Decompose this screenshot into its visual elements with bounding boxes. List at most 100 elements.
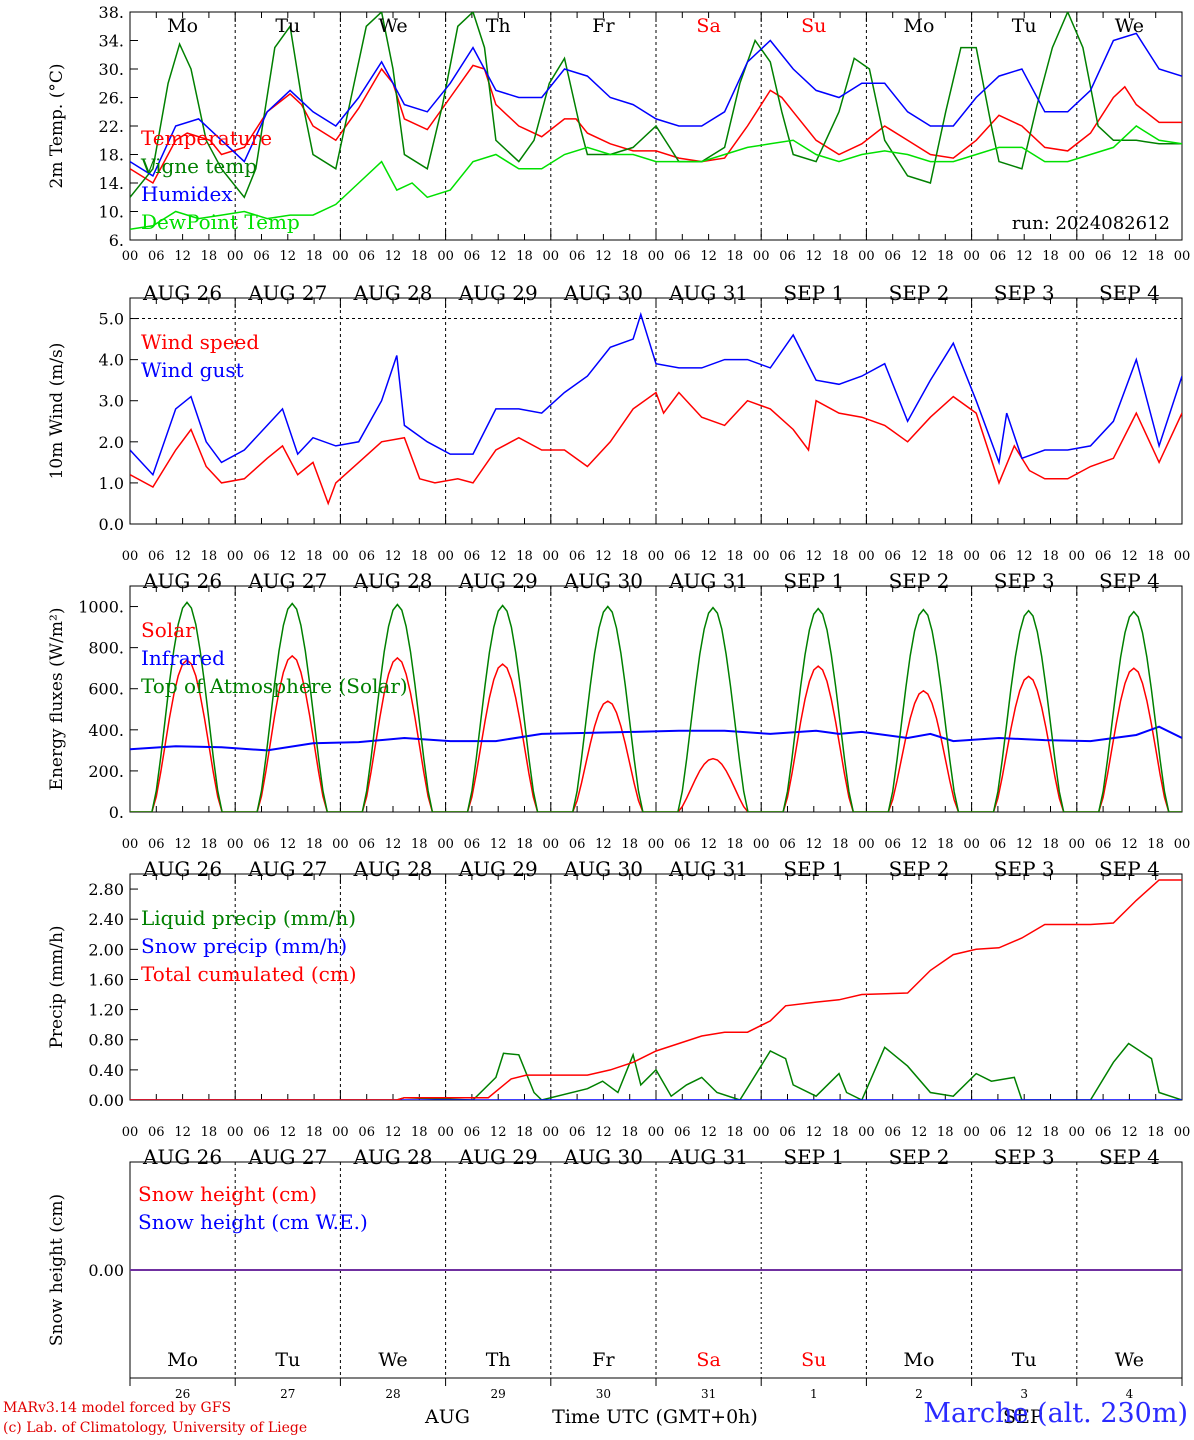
hour-tick-label: 12 <box>280 249 297 264</box>
hour-tick-label: 06 <box>253 1125 270 1140</box>
hour-tick-label: 00 <box>543 249 560 264</box>
weekday-label: We <box>378 15 407 37</box>
hour-tick-label: 00 <box>963 549 980 564</box>
panel-energy: Energy fluxes (W/m²) 1000. 800. 600. 400. 200… <box>47 585 1190 881</box>
run-label: run: 2024082612 <box>1012 213 1170 234</box>
date-label: AUG 26 <box>142 1145 222 1169</box>
hour-tick-label: 12 <box>911 549 928 564</box>
day-number: 28 <box>385 1387 400 1401</box>
series-group <box>130 879 1182 1100</box>
hour-tick-label: 18 <box>306 837 323 852</box>
hour-tick-label: 00 <box>963 249 980 264</box>
y-tick-label: 0.00 <box>88 1261 124 1280</box>
hour-tick-label: 06 <box>148 549 165 564</box>
y-tick-label: 600. <box>88 680 124 699</box>
y-tick-label: 0.00 <box>88 1091 124 1110</box>
weekday-label: Sa <box>696 1349 720 1371</box>
legend-item: Snow height (cm W.E.) <box>138 1210 368 1234</box>
series-group <box>130 601 1182 812</box>
hour-tick-label: 06 <box>358 549 375 564</box>
hour-tick-label: 12 <box>700 549 717 564</box>
day-number: 2 <box>915 1387 923 1401</box>
hour-tick-label: 18 <box>306 549 323 564</box>
hour-tick-label: 12 <box>1016 837 1033 852</box>
hour-tick-label: 06 <box>884 249 901 264</box>
hour-tick-label: 00 <box>227 837 244 852</box>
legend-item: Snow precip (mm/h) <box>141 934 347 958</box>
hour-tick-label: 12 <box>1016 549 1033 564</box>
hour-tick-label: 18 <box>832 1125 849 1140</box>
legend-item: Top of Atmosphere (Solar) <box>141 674 408 698</box>
weekday-label: Fr <box>592 1349 615 1371</box>
hour-tick-label: 00 <box>332 549 349 564</box>
series-line-vigne-temp <box>130 12 1182 199</box>
series-line-solar <box>130 654 1182 812</box>
y-tick-label: 2.80 <box>88 880 124 899</box>
series-line-top-of-atmosphere-solar- <box>130 601 1182 812</box>
y-tick-label: 4.0 <box>99 351 124 370</box>
hour-tick-label: 18 <box>201 249 218 264</box>
hour-tick-label: 00 <box>753 549 770 564</box>
day-number: 27 <box>280 1387 295 1401</box>
y-tick-label: 14. <box>99 174 124 193</box>
panel-precip: Precip (mm/h) 2.80 2.40 2.00 1.60 1.20 0.80 0.4… <box>47 873 1190 1169</box>
hour-tick-label: 18 <box>306 249 323 264</box>
hour-tick-label: 18 <box>1042 549 1059 564</box>
y-tick-label: 1000. <box>78 598 124 617</box>
weekday-label: Tu <box>1012 15 1037 37</box>
hour-tick-label: 12 <box>385 1125 402 1140</box>
hour-tick-label: 12 <box>490 249 507 264</box>
y-axis-label: Snow height (cm) <box>47 1194 67 1346</box>
hour-tick-label: 06 <box>674 249 691 264</box>
hour-tick-label: 18 <box>411 837 428 852</box>
hour-tick-label: 18 <box>621 249 638 264</box>
date-label: AUG 28 <box>352 1145 432 1169</box>
hour-tick-label: 00 <box>437 1125 454 1140</box>
panel-wind: 10m Wind (m/s) 5.0 4.0 3.0 2.0 1.0 0.0 00 06 12 18… <box>47 297 1191 593</box>
hour-tick-label: 12 <box>385 549 402 564</box>
weekday-label: Tu <box>1012 1349 1037 1371</box>
hour-tick-label: 18 <box>411 1125 428 1140</box>
series-line-liquid-precip-mm-h- <box>130 1042 1182 1100</box>
hour-tick-label: 18 <box>937 549 954 564</box>
y-tick-label: 800. <box>88 639 124 658</box>
y-tick-label: 18. <box>99 146 124 165</box>
hour-tick-label: 06 <box>884 549 901 564</box>
hour-tick-label: 00 <box>543 1125 560 1140</box>
hour-tick-label: 00 <box>1069 549 1086 564</box>
weekday-label: Mo <box>904 1349 935 1371</box>
hour-tick-label: 12 <box>174 1125 191 1140</box>
series-line-temperature <box>130 64 1182 185</box>
y-tick-label: 0.0 <box>99 515 124 534</box>
hour-tick-label: 06 <box>990 837 1007 852</box>
hour-tick-label: 00 <box>227 549 244 564</box>
hour-tick-label: 00 <box>648 837 665 852</box>
hour-tick-label: 00 <box>1174 549 1191 564</box>
hour-tick-label: 06 <box>253 249 270 264</box>
hour-tick-label: 00 <box>437 549 454 564</box>
hour-tick-label: 12 <box>700 837 717 852</box>
hour-tick-label: 00 <box>122 549 139 564</box>
hour-tick-label: 06 <box>674 837 691 852</box>
hour-tick-label: 06 <box>1095 549 1112 564</box>
hour-tick-label: 06 <box>358 1125 375 1140</box>
month-end-label: SEP <box>1003 1406 1043 1428</box>
hour-tick-label: 00 <box>437 249 454 264</box>
y-tick-label: 10. <box>99 203 124 222</box>
hour-tick-label: 18 <box>1147 1125 1164 1140</box>
date-label: AUG 31 <box>668 1145 748 1169</box>
hour-tick-label: 00 <box>753 249 770 264</box>
hour-tick-label: 12 <box>806 1125 823 1140</box>
legend-item: Total cumulated (cm) <box>141 962 357 986</box>
hour-tick-label: 18 <box>516 1125 533 1140</box>
legend-item: Infrared <box>141 646 225 670</box>
hour-tick-label: 06 <box>569 837 586 852</box>
y-tick-label: 2.0 <box>99 433 124 452</box>
hour-tick-label: 06 <box>464 1125 481 1140</box>
series-line-total-cumulated-cm- <box>130 879 1182 1100</box>
hour-tick-label: 18 <box>727 837 744 852</box>
hour-tick-label: 06 <box>253 837 270 852</box>
y-tick-label: 5.0 <box>99 310 124 329</box>
legend-item: Liquid precip (mm/h) <box>141 906 356 930</box>
